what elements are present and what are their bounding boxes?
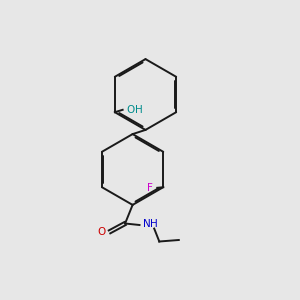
Text: H: H <box>135 105 142 115</box>
Text: N: N <box>142 219 150 230</box>
Text: F: F <box>147 183 152 193</box>
Text: H: H <box>150 219 158 230</box>
Text: O: O <box>127 105 135 115</box>
Text: O: O <box>97 227 105 237</box>
